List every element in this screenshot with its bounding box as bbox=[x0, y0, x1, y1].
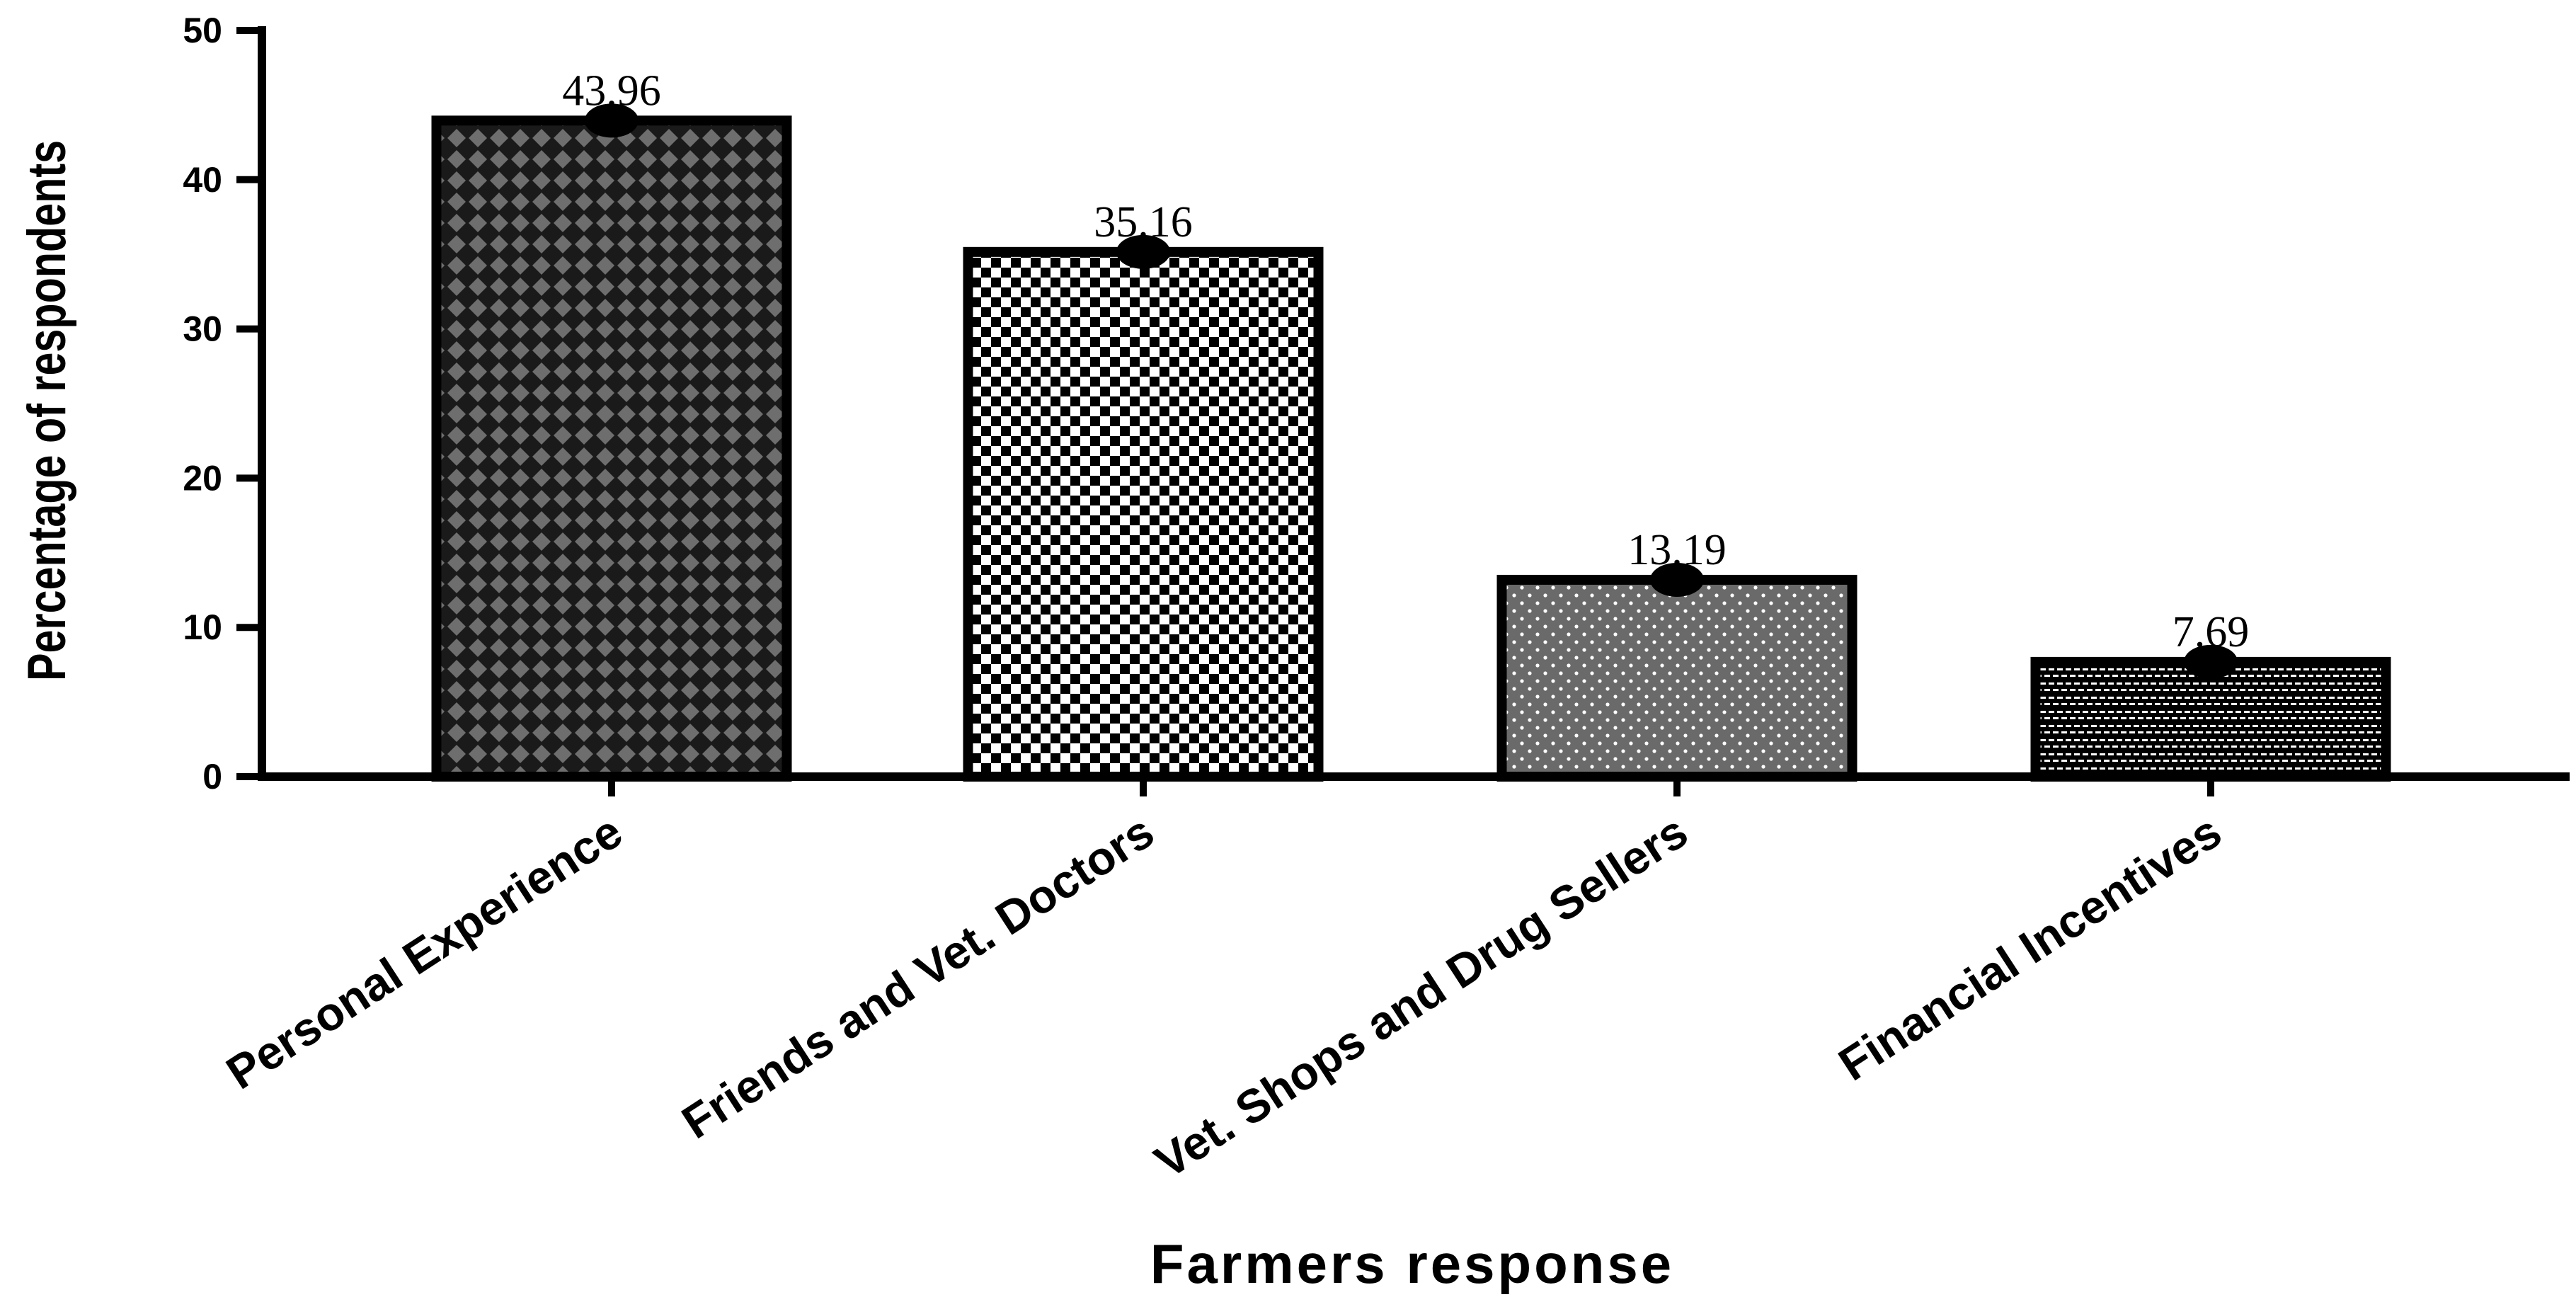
bars-layer bbox=[431, 115, 2391, 782]
bar-3 bbox=[1496, 574, 1857, 782]
y-tick-label-40: 40 bbox=[183, 160, 222, 200]
y-tick-label-50: 50 bbox=[183, 11, 222, 50]
bar-2 bbox=[963, 246, 1324, 782]
x-tick-label-3: Vet. Shops and Drug Sellers bbox=[1145, 805, 1697, 1188]
bar-marker-3 bbox=[1650, 562, 1704, 597]
axes-layer bbox=[236, 26, 2570, 796]
y-tick-label-30: 30 bbox=[183, 309, 222, 349]
bar-marker-1 bbox=[585, 103, 639, 138]
data-label-3: 13.19 bbox=[1627, 526, 1727, 574]
bar-1 bbox=[431, 115, 792, 782]
data-label-4: 7.69 bbox=[2173, 608, 2250, 656]
y-tick-label-10: 10 bbox=[183, 607, 222, 647]
y-tick-label-0: 0 bbox=[202, 757, 222, 796]
x-tick-label-1: Personal Experience bbox=[217, 805, 631, 1099]
bar-marker-4 bbox=[2184, 644, 2238, 679]
x-axis-title: Farmers response bbox=[1150, 1233, 1674, 1295]
y-axis-title: Percentage of respondents bbox=[17, 140, 77, 681]
data-label-2: 35.16 bbox=[1094, 198, 1193, 246]
bar-marker-2 bbox=[1116, 234, 1170, 269]
x-tick-label-2: Friends and Vet. Doctors bbox=[672, 805, 1162, 1149]
bar-4 bbox=[2030, 656, 2391, 782]
data-label-1: 43.96 bbox=[562, 67, 661, 115]
x-tick-label-4: Financial Incentives bbox=[1829, 805, 2230, 1091]
y-tick-label-20: 20 bbox=[183, 458, 222, 498]
